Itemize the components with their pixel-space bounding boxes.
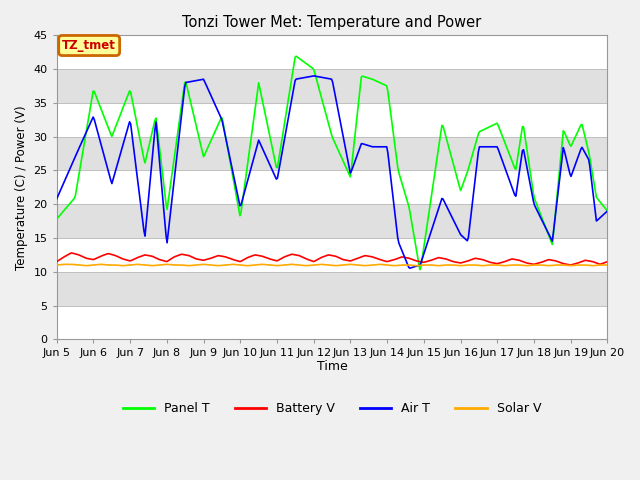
Battery V <box>506 257 513 263</box>
Air T <box>382 144 390 150</box>
Battery V <box>67 250 75 256</box>
Solar V <box>61 262 68 267</box>
Air T <box>319 74 326 80</box>
Air T <box>506 180 514 186</box>
Panel T <box>319 99 326 105</box>
Battery V <box>352 256 360 262</box>
Panel T <box>416 267 424 273</box>
Bar <box>57 272 607 306</box>
Panel T <box>382 83 390 88</box>
Title: Tonzi Tower Met: Temperature and Power: Tonzi Tower Met: Temperature and Power <box>182 15 482 30</box>
Battery V <box>316 256 323 262</box>
Solar V <box>506 262 514 268</box>
Panel T <box>593 194 600 200</box>
Battery V <box>604 259 611 264</box>
Line: Panel T: Panel T <box>57 56 607 270</box>
Legend: Panel T, Battery V, Air T, Solar V: Panel T, Battery V, Air T, Solar V <box>118 397 546 420</box>
Battery V <box>593 260 600 266</box>
Battery V <box>567 262 575 268</box>
Battery V <box>319 254 326 260</box>
Solar V <box>317 262 324 267</box>
Air T <box>352 156 360 162</box>
Air T <box>310 73 317 79</box>
Solar V <box>320 262 328 267</box>
Panel T <box>506 154 514 159</box>
X-axis label: Time: Time <box>317 360 348 373</box>
Line: Solar V: Solar V <box>57 264 607 266</box>
Bar <box>57 69 607 103</box>
Panel T <box>53 216 61 222</box>
Air T <box>53 196 61 202</box>
Bar <box>57 204 607 238</box>
Battery V <box>382 258 390 264</box>
Line: Air T: Air T <box>57 76 607 268</box>
Solar V <box>53 262 61 268</box>
Air T <box>316 74 323 80</box>
Panel T <box>352 125 360 131</box>
Text: TZ_tmet: TZ_tmet <box>62 39 116 52</box>
Air T <box>604 208 611 214</box>
Battery V <box>53 259 61 264</box>
Solar V <box>244 263 252 269</box>
Solar V <box>353 262 361 268</box>
Panel T <box>316 87 323 93</box>
Bar <box>57 137 607 170</box>
Panel T <box>604 208 611 214</box>
Line: Battery V: Battery V <box>57 253 607 265</box>
Solar V <box>593 263 600 268</box>
Solar V <box>604 262 611 268</box>
Air T <box>593 218 600 224</box>
Solar V <box>383 262 390 268</box>
Y-axis label: Temperature (C) / Power (V): Temperature (C) / Power (V) <box>15 105 28 270</box>
Panel T <box>292 53 300 59</box>
Air T <box>406 265 413 271</box>
